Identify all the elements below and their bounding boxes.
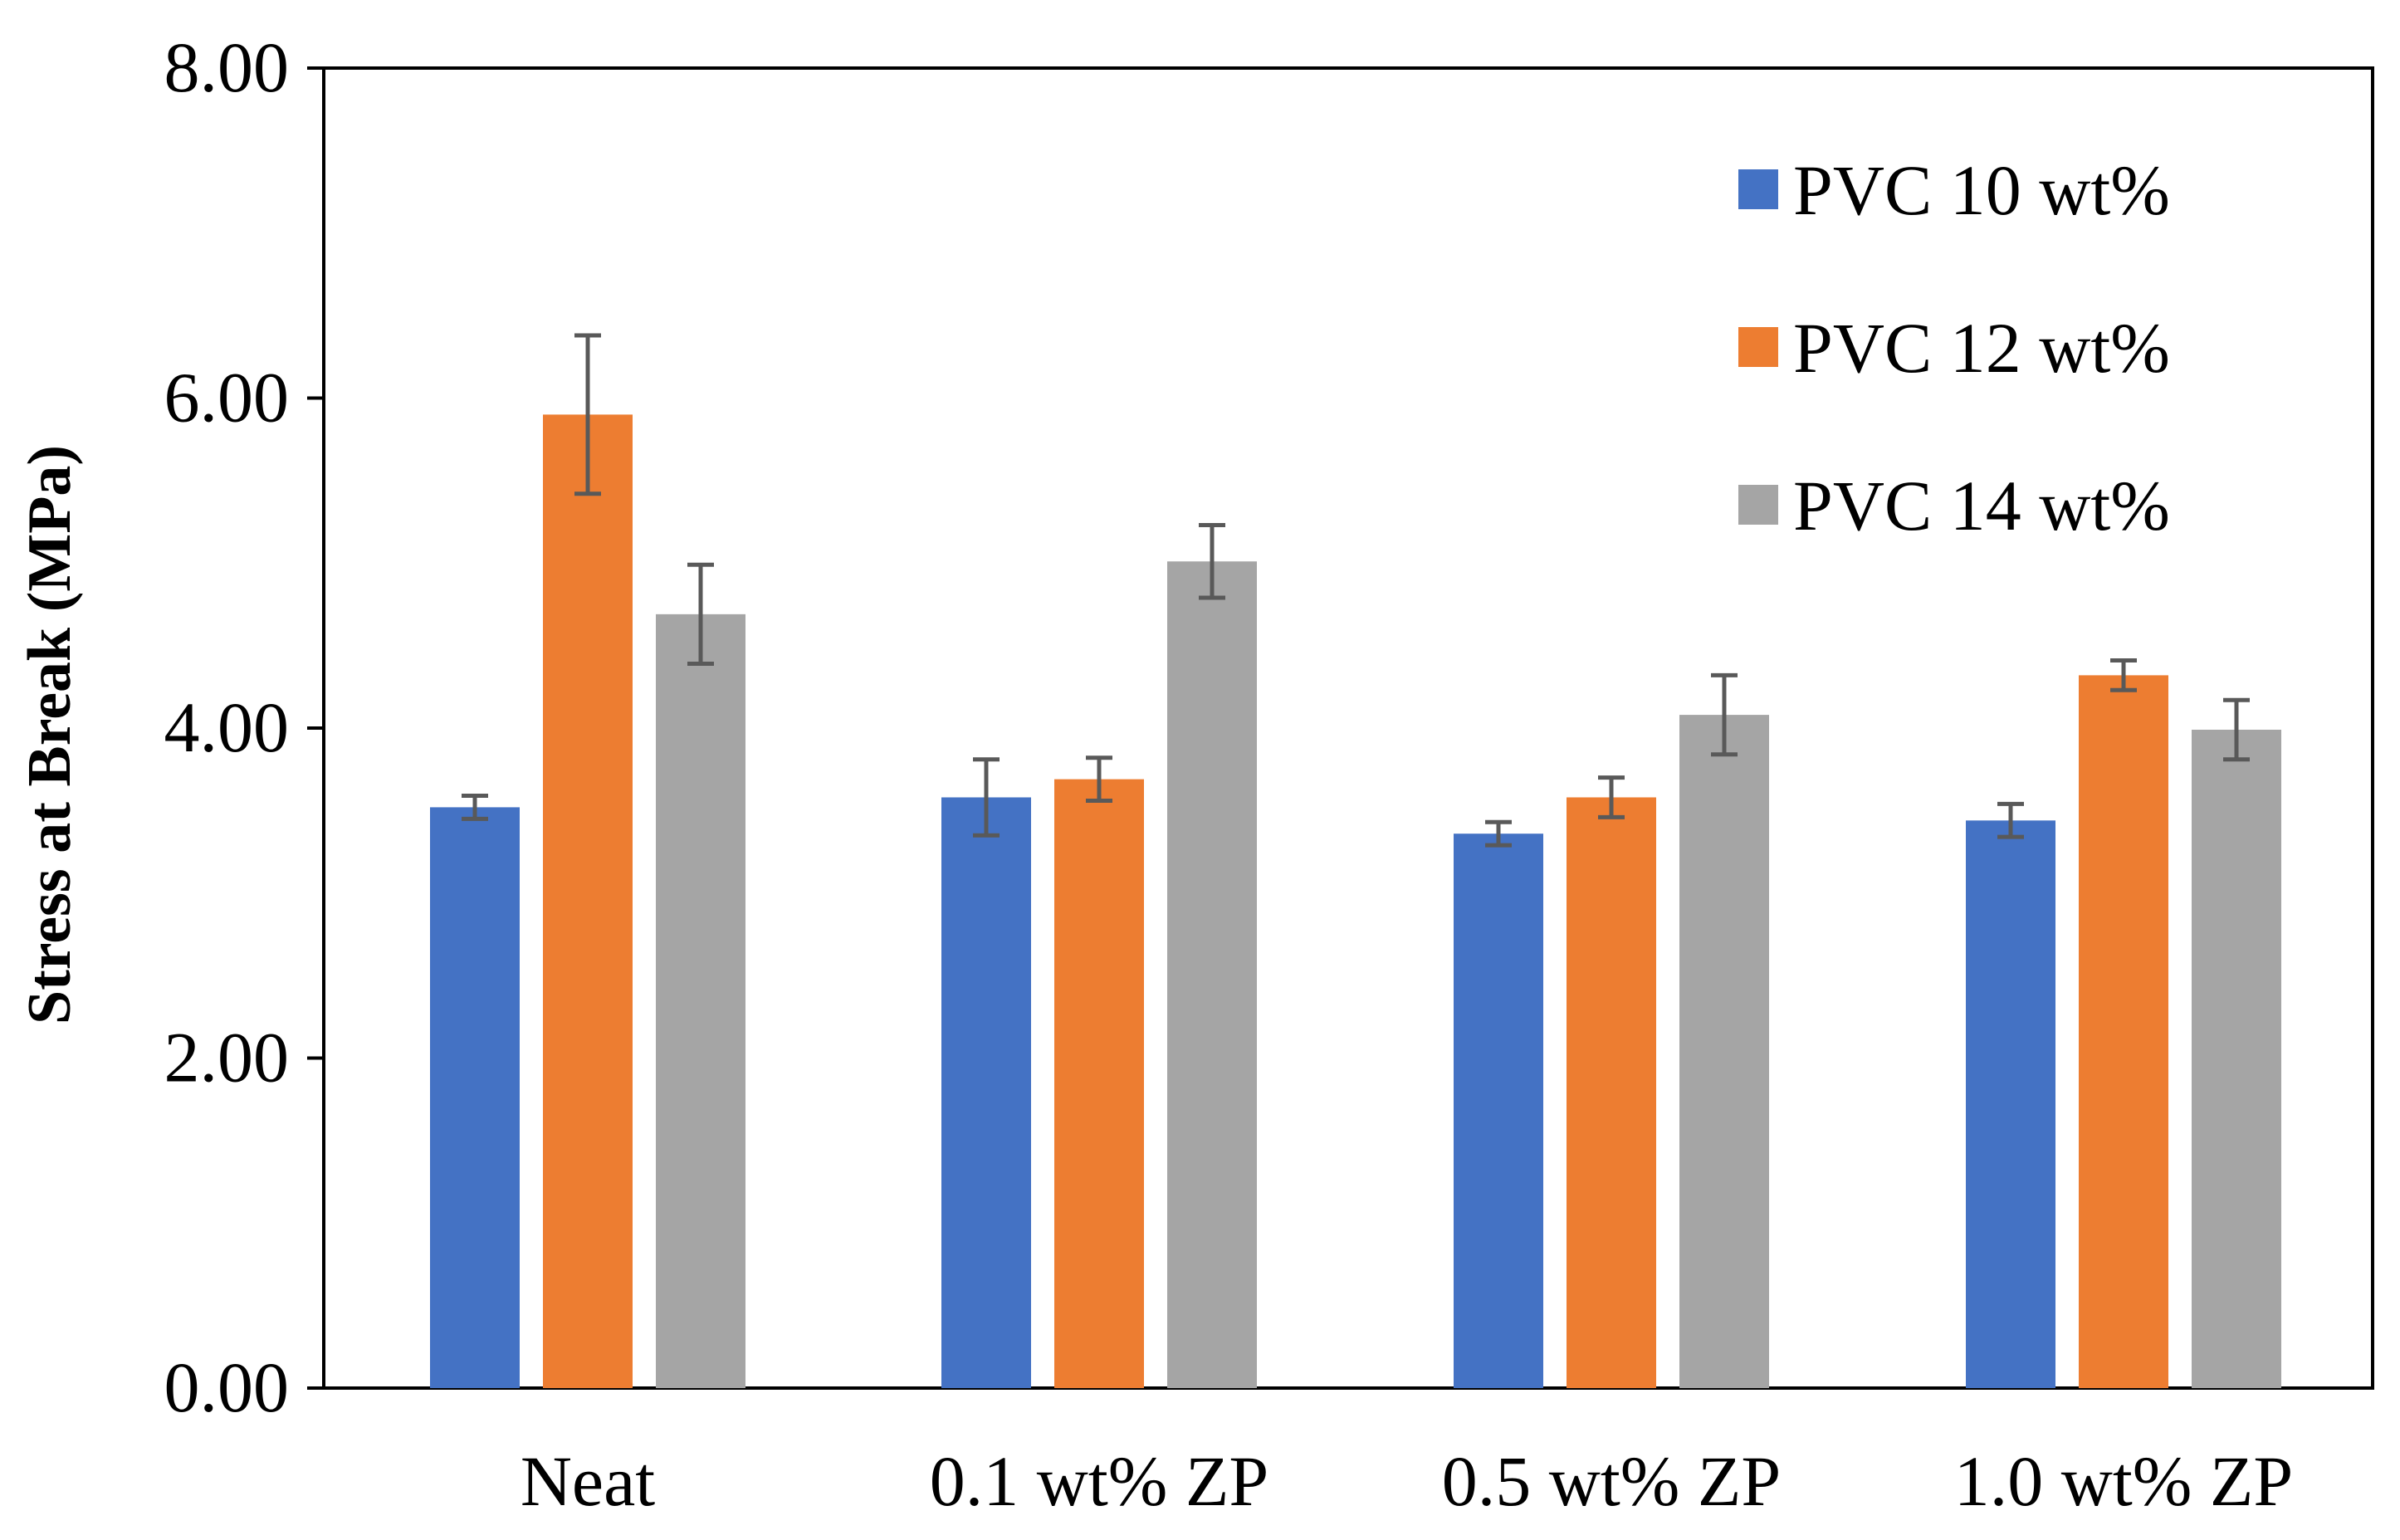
bar-3-1 xyxy=(656,614,745,1388)
legend-swatch xyxy=(1738,169,1778,209)
y-tick-label: 4.00 xyxy=(164,687,290,767)
legend: PVC 10 wt% PVC 12 wt% PVC 14 wt% xyxy=(1738,150,2170,545)
y-tick-label: 0.00 xyxy=(164,1347,290,1427)
bar-1-3 xyxy=(1454,834,1543,1388)
x-axis-categories: Neat 0.1 wt% ZP 0.5 wt% ZP 1.0 wt% ZP xyxy=(521,1441,2293,1521)
bar-3-4 xyxy=(2192,729,2281,1388)
bar-2-3 xyxy=(1567,797,1656,1388)
x-category-label: 1.0 wt% ZP xyxy=(1954,1441,2294,1521)
bar-3-2 xyxy=(1167,561,1257,1388)
y-axis-ticks: 0.00 2.00 4.00 6.00 8.00 xyxy=(164,27,324,1427)
x-category-label: 0.5 wt% ZP xyxy=(1442,1441,1782,1521)
x-category-label: 0.1 wt% ZP xyxy=(930,1441,1269,1521)
legend-label: PVC 14 wt% xyxy=(1793,466,2170,545)
bar-3-3 xyxy=(1679,715,1769,1388)
x-category-label: Neat xyxy=(521,1441,655,1521)
bar-1-1 xyxy=(430,807,520,1388)
y-tick-label: 8.00 xyxy=(164,27,290,107)
error-bars xyxy=(462,333,2250,848)
bars xyxy=(430,414,2281,1388)
bar-2-2 xyxy=(1054,779,1144,1388)
y-tick-label: 6.00 xyxy=(164,358,290,438)
y-axis-title: Stress at Break (MPa) xyxy=(16,445,84,1024)
legend-swatch xyxy=(1738,327,1778,367)
legend-label: PVC 12 wt% xyxy=(1793,308,2170,388)
bar-2-4 xyxy=(2079,675,2168,1388)
y-tick-label: 2.00 xyxy=(164,1018,290,1098)
legend-swatch xyxy=(1738,485,1778,525)
bar-1-2 xyxy=(941,797,1031,1388)
bar-2-1 xyxy=(543,414,633,1388)
bar-1-4 xyxy=(1966,820,2055,1388)
legend-label: PVC 10 wt% xyxy=(1793,150,2170,230)
